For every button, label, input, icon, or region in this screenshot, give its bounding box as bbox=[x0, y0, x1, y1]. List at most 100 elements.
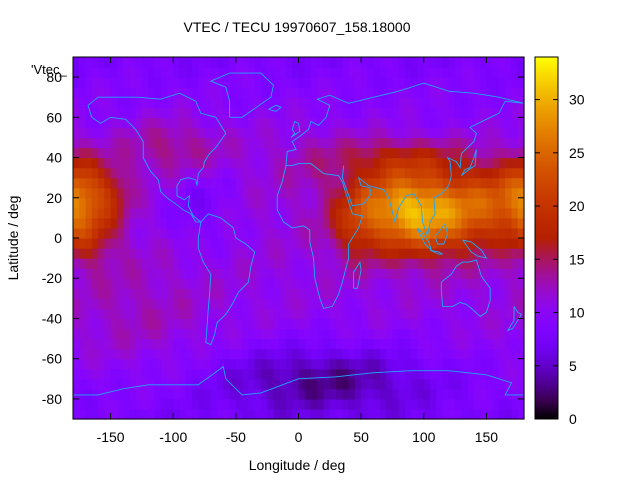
heatmap-cell bbox=[179, 97, 187, 108]
heatmap-cell bbox=[141, 87, 149, 98]
heatmap-cell bbox=[242, 127, 249, 139]
series-key-label: 'Vtec_ bbox=[31, 62, 67, 77]
heatmap-cell bbox=[329, 268, 337, 279]
heatmap-cell bbox=[411, 238, 419, 249]
heatmap-cell bbox=[79, 147, 87, 159]
x-axis-ticks: -150 -100 -50 0 50 100 150 bbox=[97, 57, 498, 445]
heatmap-cell bbox=[179, 298, 187, 309]
heatmap-cell bbox=[480, 328, 488, 340]
heatmap-cell bbox=[329, 308, 337, 320]
heatmap-cell bbox=[348, 278, 356, 289]
heatmap-cell bbox=[486, 298, 494, 309]
heatmap-cell bbox=[367, 207, 375, 219]
heatmap-cell bbox=[166, 127, 174, 139]
heatmap-cell bbox=[129, 117, 137, 128]
heatmap-cell bbox=[442, 348, 450, 360]
heatmap-cell bbox=[392, 87, 400, 98]
heatmap-cell bbox=[173, 408, 181, 420]
heatmap-cell bbox=[411, 258, 419, 269]
heatmap-cell bbox=[361, 107, 368, 118]
heatmap-cell bbox=[348, 127, 356, 139]
heatmap-cell bbox=[467, 408, 475, 420]
heatmap-cell bbox=[436, 248, 444, 259]
heatmap-cell bbox=[323, 87, 331, 98]
heatmap-cell bbox=[135, 318, 143, 330]
heatmap-cell bbox=[505, 348, 513, 360]
heatmap-cell bbox=[248, 207, 256, 219]
heatmap-cell bbox=[79, 398, 87, 410]
heatmap-cell bbox=[511, 338, 519, 350]
heatmap-cell bbox=[361, 358, 368, 370]
heatmap-cell bbox=[129, 57, 137, 68]
heatmap-cell bbox=[342, 278, 350, 289]
heatmap-cell bbox=[442, 358, 450, 370]
heatmap-cell bbox=[455, 57, 462, 68]
heatmap-cell bbox=[486, 207, 494, 219]
heatmap-cell bbox=[486, 167, 494, 179]
heatmap-cell bbox=[260, 258, 268, 269]
heatmap-cell bbox=[179, 368, 187, 380]
heatmap-cell bbox=[104, 328, 112, 340]
heatmap-cell bbox=[392, 298, 400, 309]
heatmap-cell bbox=[185, 97, 193, 108]
heatmap-cell bbox=[260, 187, 268, 199]
heatmap-cell bbox=[160, 278, 168, 289]
heatmap-cell bbox=[110, 238, 118, 249]
heatmap-cell bbox=[379, 67, 387, 78]
heatmap-cell bbox=[141, 278, 149, 289]
heatmap-cell bbox=[342, 207, 350, 219]
heatmap-cell bbox=[373, 147, 381, 159]
heatmap-cell bbox=[129, 97, 137, 108]
heatmap-cell bbox=[386, 127, 394, 139]
heatmap-cell bbox=[298, 227, 306, 239]
heatmap-cell bbox=[436, 157, 444, 169]
heatmap-cell bbox=[361, 127, 368, 139]
heatmap-cell bbox=[361, 187, 368, 199]
heatmap-cell bbox=[498, 348, 506, 360]
heatmap-cell bbox=[473, 268, 481, 279]
heatmap-cell bbox=[85, 207, 93, 219]
heatmap-cell bbox=[91, 207, 99, 219]
heatmap-cell bbox=[517, 117, 525, 128]
heatmap-cell bbox=[279, 157, 287, 169]
heatmap-cell bbox=[311, 288, 318, 299]
heatmap-cell bbox=[292, 187, 300, 199]
heatmap-cell bbox=[123, 288, 130, 299]
heatmap-cell bbox=[148, 117, 156, 128]
heatmap-cell bbox=[511, 217, 519, 229]
heatmap-cell bbox=[223, 358, 231, 370]
heatmap-cell bbox=[160, 157, 168, 169]
heatmap-cell bbox=[235, 238, 243, 249]
heatmap-cell bbox=[511, 308, 519, 320]
colorbar-tick-label: 30 bbox=[569, 92, 585, 108]
heatmap-cell bbox=[135, 107, 143, 118]
heatmap-cell bbox=[98, 57, 105, 68]
heatmap-cell bbox=[141, 57, 149, 68]
heatmap-cell bbox=[91, 57, 99, 68]
heatmap-cell bbox=[379, 197, 387, 209]
heatmap-cell bbox=[323, 207, 331, 219]
heatmap-cell bbox=[498, 358, 506, 370]
heatmap-cell bbox=[467, 147, 475, 159]
heatmap-cell bbox=[104, 368, 112, 380]
heatmap-cell bbox=[179, 217, 187, 229]
heatmap-cell bbox=[110, 358, 118, 370]
heatmap-cell bbox=[166, 298, 174, 309]
heatmap-cell bbox=[455, 227, 462, 239]
heatmap-cell bbox=[367, 137, 375, 149]
heatmap-cell bbox=[116, 338, 124, 350]
heatmap-cell bbox=[292, 318, 300, 330]
heatmap-cell bbox=[267, 147, 275, 159]
heatmap-cell bbox=[348, 388, 356, 400]
heatmap-cell bbox=[423, 207, 431, 219]
heatmap-cell bbox=[367, 268, 375, 279]
heatmap-cell bbox=[423, 368, 431, 380]
heatmap-cell bbox=[498, 97, 506, 108]
chart-title: VTEC / TECU 19970607_158.18000 bbox=[183, 19, 410, 35]
heatmap-cell bbox=[235, 107, 243, 118]
heatmap-cell bbox=[436, 127, 444, 139]
heatmap-cell bbox=[135, 248, 143, 259]
heatmap-cell bbox=[79, 167, 87, 179]
heatmap-cell bbox=[254, 298, 262, 309]
